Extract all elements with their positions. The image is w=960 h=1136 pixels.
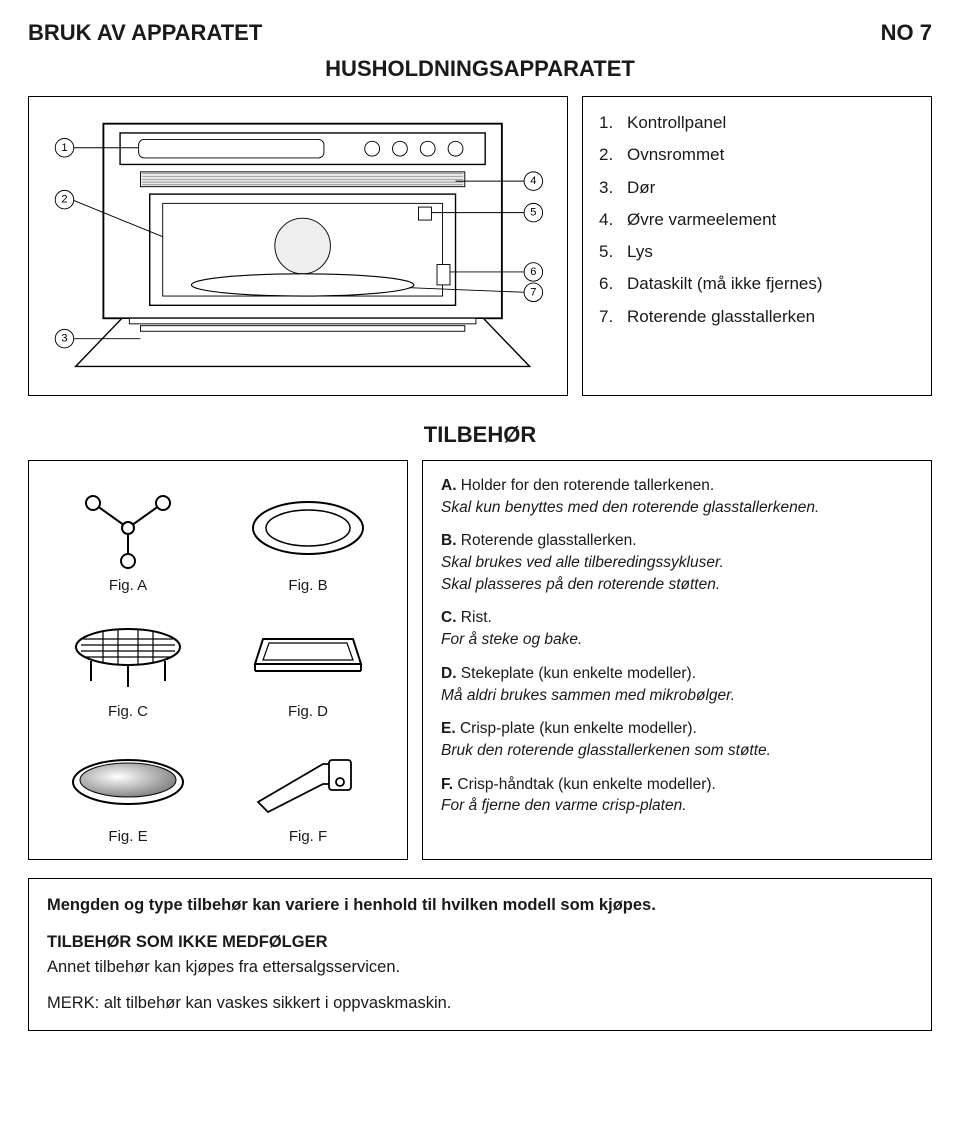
fig-b-cell: Fig. B: [223, 475, 393, 594]
fig-c-label: Fig. C: [108, 703, 148, 720]
svg-text:5: 5: [530, 207, 536, 219]
svg-text:3: 3: [61, 333, 67, 345]
fig-f-cell: Fig. F: [223, 726, 393, 845]
part-item: 3.Dør: [599, 172, 915, 204]
desc-b: B. Roterende glasstallerken. Skal brukes…: [441, 530, 913, 595]
part-item: 4.Øvre varmeelement: [599, 204, 915, 236]
bottom-notes-box: Mengden og type tilbehør kan variere i h…: [28, 878, 932, 1031]
header-right: NO 7: [881, 20, 932, 46]
note-variation: Mengden og type tilbehør kan variere i h…: [47, 893, 913, 918]
fig-c-icon: [63, 609, 193, 699]
note-dishwasher: MERK: alt tilbehør kan vaskes sikkert i …: [47, 991, 913, 1016]
svg-text:1: 1: [61, 142, 67, 154]
svg-text:4: 4: [530, 175, 536, 187]
desc-c: C. Rist. For å steke og bake.: [441, 607, 913, 650]
header-left: BRUK AV APPARATET: [28, 20, 262, 46]
fig-d-icon: [243, 609, 373, 699]
fig-d-cell: Fig. D: [223, 600, 393, 719]
part-item: 7.Roterende glasstallerken: [599, 301, 915, 333]
fig-a-icon: [63, 483, 193, 573]
desc-f: F. Crisp-håndtak (kun enkelte modeller).…: [441, 774, 913, 817]
part-item: 5.Lys: [599, 236, 915, 268]
svg-text:6: 6: [530, 266, 536, 278]
fig-e-icon: [63, 734, 193, 824]
desc-d: D. Stekeplate (kun enkelte modeller). Må…: [441, 663, 913, 706]
part-item: 2.Ovnsrommet: [599, 139, 915, 171]
accessories-row: Fig. A Fig. B Fig. C: [28, 460, 932, 860]
accessory-descriptions: A. Holder for den roterende tallerkenen.…: [422, 460, 932, 860]
section-title-accessories: TILBEHØR: [28, 422, 932, 448]
page-header: BRUK AV APPARATET NO 7: [28, 20, 932, 46]
fig-c-cell: Fig. C: [43, 600, 213, 719]
parts-list-box: 1.Kontrollpanel 2.Ovnsrommet 3.Dør 4.Øvr…: [582, 96, 932, 396]
parts-list: 1.Kontrollpanel 2.Ovnsrommet 3.Dør 4.Øvr…: [599, 107, 915, 333]
note-not-included: TILBEHØR SOM IKKE MEDFØLGER Annet tilbeh…: [47, 930, 913, 980]
fig-d-label: Fig. D: [288, 703, 328, 720]
section-title-appliance: HUSHOLDNINGSAPPARATET: [28, 56, 932, 82]
fig-b-label: Fig. B: [288, 577, 327, 594]
fig-e-label: Fig. E: [108, 828, 147, 845]
figures-box: Fig. A Fig. B Fig. C: [28, 460, 408, 860]
fig-e-cell: Fig. E: [43, 726, 213, 845]
svg-text:2: 2: [61, 194, 67, 206]
oven-diagram-box: 1 2 3 4 5 6 7: [28, 96, 568, 396]
fig-a-label: Fig. A: [109, 577, 147, 594]
fig-b-icon: [243, 483, 373, 573]
oven-diagram: 1 2 3 4 5 6 7: [45, 107, 551, 385]
fig-f-icon: [243, 734, 373, 824]
part-item: 6.Dataskilt (må ikke fjernes): [599, 268, 915, 300]
svg-text:7: 7: [530, 286, 536, 298]
desc-e: E. Crisp-plate (kun enkelte modeller). B…: [441, 718, 913, 761]
part-item: 1.Kontrollpanel: [599, 107, 915, 139]
fig-f-label: Fig. F: [289, 828, 327, 845]
appliance-row: 1 2 3 4 5 6 7 1.Kontrollpanel 2.Ovnsromm…: [28, 96, 932, 396]
fig-a-cell: Fig. A: [43, 475, 213, 594]
desc-a: A. Holder for den roterende tallerkenen.…: [441, 475, 913, 518]
